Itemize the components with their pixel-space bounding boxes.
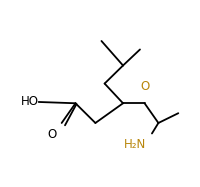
Text: H₂N: H₂N: [124, 138, 146, 151]
Text: O: O: [47, 128, 56, 141]
Text: O: O: [140, 80, 149, 93]
Text: HO: HO: [21, 96, 39, 108]
